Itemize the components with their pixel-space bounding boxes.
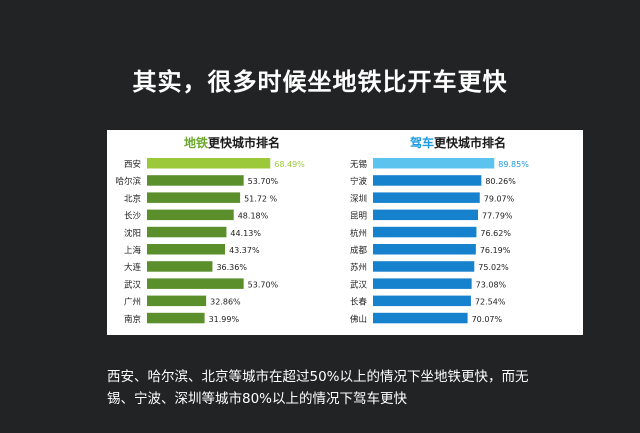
drive-category-label: 苏州 <box>350 262 367 273</box>
subway-bar <box>147 295 207 307</box>
drive-category-label: 长春 <box>350 297 368 308</box>
subway-category-label: 大连 <box>124 262 142 273</box>
drive-bar <box>373 278 472 289</box>
subway-value-label: 53.70% <box>248 177 279 186</box>
subway-category-label: 哈尔滨 <box>115 176 141 187</box>
subway-value-label: 31.99% <box>209 315 240 324</box>
drive-value-label: 89.85% <box>498 160 529 169</box>
drive-bar <box>373 295 471 307</box>
subway-value-label: 43.37% <box>229 246 260 255</box>
subway-title-highlight: 地铁 <box>183 136 208 150</box>
drive-chart-panel: 驾车更快城市排名 无锡 89.85% 宁波 80.26% 深圳 79.07% 昆明 77.79… <box>333 130 583 335</box>
drive-chart-title: 驾车更快城市排名 <box>333 134 583 151</box>
subway-bar <box>147 244 226 255</box>
drive-title-rest: 更快城市排名 <box>434 136 507 150</box>
drive-value-label: 76.62% <box>480 229 511 238</box>
drive-bar <box>373 209 479 221</box>
subway-bar <box>147 175 244 186</box>
drive-value-label: 76.19% <box>480 246 511 255</box>
drive-value-label: 70.07% <box>472 315 503 324</box>
subway-category-label: 沈阳 <box>124 228 141 239</box>
subway-bar <box>147 209 234 221</box>
drive-bar <box>373 175 482 186</box>
drive-category-label: 深圳 <box>350 193 367 204</box>
subway-category-label: 西安 <box>124 159 141 170</box>
drive-category-label: 佛山 <box>350 314 367 325</box>
subway-bar <box>147 192 241 203</box>
subway-value-label: 36.36% <box>216 263 247 272</box>
drive-category-label: 宁波 <box>350 176 368 187</box>
drive-value-label: 75.02% <box>478 263 509 272</box>
subway-category-label: 北京 <box>124 193 141 204</box>
drive-bar <box>373 192 480 203</box>
subway-category-label: 上海 <box>124 245 142 256</box>
drive-category-label: 杭州 <box>350 228 367 239</box>
drive-value-label: 72.54% <box>475 298 506 307</box>
subway-bar <box>147 278 244 289</box>
drive-bar <box>373 244 476 255</box>
subway-value-label: 53.70% <box>248 280 279 289</box>
subway-title-rest: 更快城市排名 <box>208 136 281 150</box>
subway-category-label: 武汉 <box>124 279 142 290</box>
drive-category-label: 武汉 <box>350 279 368 290</box>
drive-value-label: 77.79% <box>482 212 513 221</box>
drive-bar <box>373 312 468 324</box>
subway-bar <box>147 226 227 238</box>
drive-value-label: 80.26% <box>485 177 516 186</box>
subway-bar <box>147 312 205 324</box>
drive-title-highlight: 驾车 <box>409 136 434 150</box>
subway-category-label: 广州 <box>124 297 141 308</box>
subway-category-label: 南京 <box>124 314 141 325</box>
subway-category-label: 长沙 <box>124 211 142 222</box>
drive-category-label: 昆明 <box>350 212 367 222</box>
drive-bar <box>373 158 495 169</box>
subway-value-label: 51.72 % <box>244 194 277 203</box>
drive-bar <box>373 226 477 238</box>
drive-bar-chart: 无锡 89.85% 宁波 80.26% 深圳 79.07% 昆明 77.79% 杭州 76.62%… <box>350 158 529 325</box>
drive-bar <box>373 261 475 272</box>
subway-bar-chart: 西安 68.49% 哈尔滨 53.70% 北京 51.72 % 长沙 48.18% 沈阳 44.1… <box>115 158 305 325</box>
subway-value-label: 44.13% <box>230 229 261 238</box>
subway-chart-title: 地铁更快城市排名 <box>107 134 357 151</box>
drive-category-label: 成都 <box>350 245 368 256</box>
subway-bar <box>147 261 213 272</box>
subway-value-label: 68.49% <box>274 160 305 169</box>
subway-value-label: 32.86% <box>210 298 241 307</box>
drive-value-label: 79.07% <box>484 194 515 203</box>
caption-text: 西安、哈尔滨、北京等城市在超过50%以上的情况下坐地铁更快，而无锡、宁波、深圳等… <box>107 369 529 407</box>
drive-value-label: 73.08% <box>476 280 507 289</box>
subway-bar <box>147 158 271 169</box>
subway-chart-panel: 地铁更快城市排名 西安 68.49% 哈尔滨 53.70% 北京 51.72 % 长沙 48.… <box>107 130 357 335</box>
subway-value-label: 48.18% <box>238 212 269 221</box>
page-title: 其实，很多时候坐地铁比开车更快 <box>132 68 508 96</box>
drive-category-label: 无锡 <box>350 160 368 170</box>
